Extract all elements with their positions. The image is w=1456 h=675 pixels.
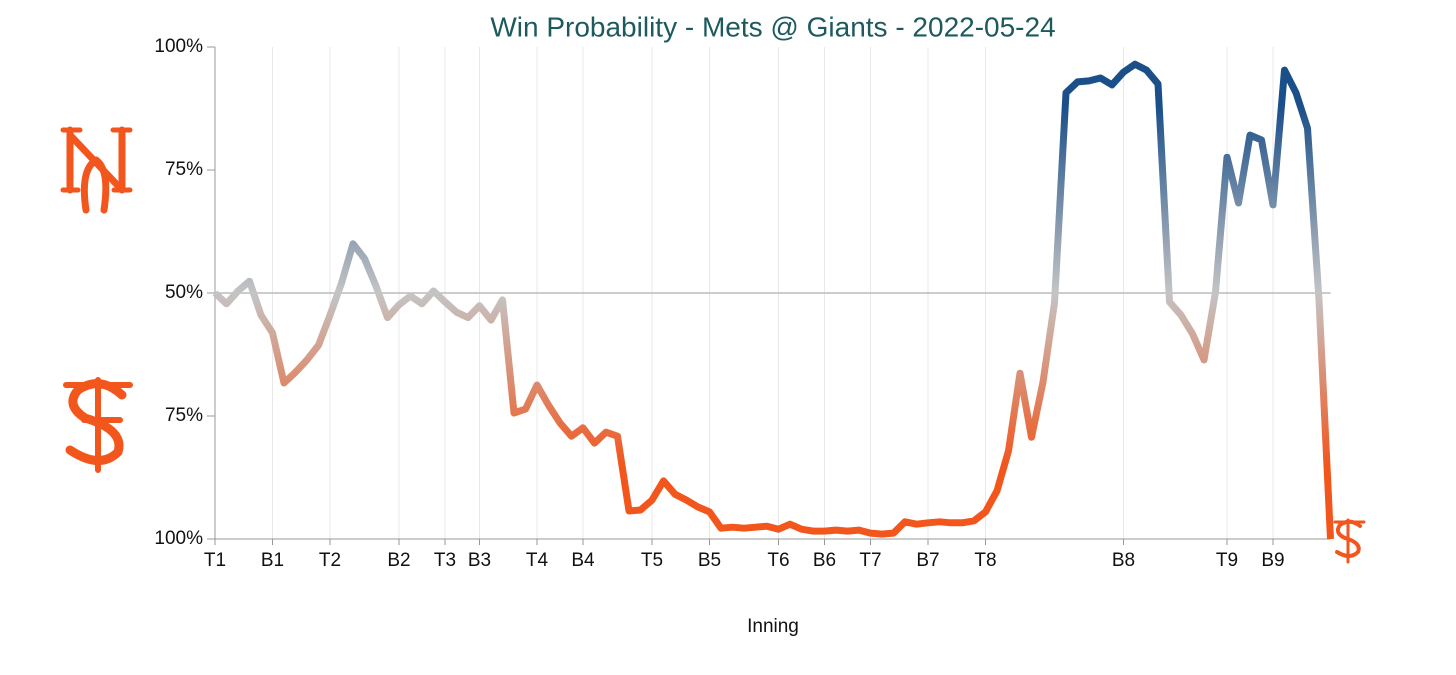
x-tick-label: B1 [261,550,284,571]
y-tick-label: 75% [165,159,203,180]
chart-title: Win Probability - Mets @ Giants - 2022-0… [490,11,1055,42]
x-tick-label: B5 [698,550,721,571]
x-tick-label: T1 [204,550,226,571]
x-tick-label: B8 [1112,550,1135,571]
x-tick-label: T2 [319,550,341,571]
mets-logo [60,126,133,214]
x-tick-label: B7 [916,550,939,571]
x-tick-label: B3 [468,550,491,571]
x-axis-title: Inning [747,616,799,637]
y-tick-label: 50% [165,282,203,303]
x-tick-label: T4 [526,550,549,571]
x-tick-label: T7 [859,550,881,571]
x-tick-label: T3 [434,550,456,571]
win-probability-line [212,60,1334,540]
x-tick-label: T8 [974,550,996,571]
x-tick-label: T5 [641,550,663,571]
x-tick-label: B6 [813,550,836,571]
x-tick-label: T6 [767,550,789,571]
x-tick-label: B4 [571,550,595,571]
y-tick-label: 100% [154,36,203,57]
giants-logo [63,377,133,473]
y-tick-label: 75% [165,405,203,426]
x-tick-label: T9 [1216,550,1238,571]
y-tick-label: 100% [154,528,203,549]
x-tick-label: B9 [1261,550,1284,571]
x-tick-label: B2 [387,550,410,571]
giants-logo-end [1333,518,1366,564]
